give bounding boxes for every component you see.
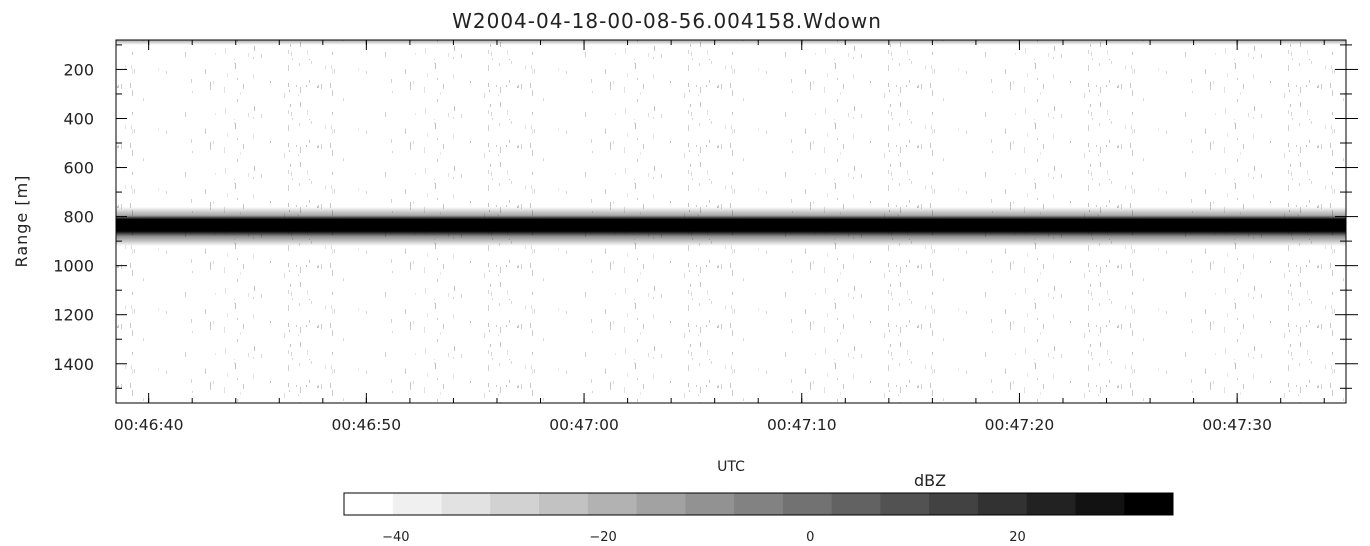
colorbar-frame — [343, 492, 1174, 516]
colorbar-swatch — [831, 493, 881, 515]
colorbar-swatch — [685, 493, 735, 515]
colorbar-swatch — [587, 493, 638, 515]
colorbar-swatch — [1026, 493, 1076, 515]
colorbar: −40 −20 0 20 — [343, 492, 1174, 545]
y-axis: 200 400 600 800 1000 1200 1400 — [53, 44, 1358, 389]
colorbar-swatch — [977, 493, 1028, 515]
colorbar-swatch — [344, 493, 394, 515]
x-tick-label: 00:46:40 — [114, 416, 184, 434]
y-tick-label: 1200 — [53, 306, 94, 325]
colorbar-swatch — [441, 493, 491, 515]
x-tick-label: 00:46:50 — [332, 416, 402, 434]
plot-area — [115, 39, 1347, 404]
colorbar-swatch — [782, 493, 833, 515]
x-tick-label: 00:47:10 — [767, 416, 837, 434]
plot-frame — [115, 39, 1347, 404]
echo-layer — [116, 206, 1346, 247]
colorbar-swatch — [734, 493, 784, 515]
colorbar-tick-label: −20 — [589, 530, 616, 545]
colorbar-tick-label: 0 — [806, 530, 814, 545]
chart-title: W2004-04-18-00-08-56.004158.Wdown — [452, 9, 882, 33]
y-tick-label: 200 — [63, 60, 94, 79]
top-band — [116, 40, 1346, 45]
y-tick-label: 800 — [63, 208, 94, 227]
x-axis: 00:46:40 00:46:50 00:47:00 00:47:10 00:47:20… — [114, 40, 1325, 434]
colorbar-swatch — [1124, 493, 1174, 515]
y-tick-label: 1000 — [53, 257, 94, 276]
y-tick-label: 400 — [63, 109, 94, 128]
x-axis-label: UTC — [717, 459, 745, 475]
colorbar-swatch — [880, 493, 930, 515]
colorbar-label: dBZ — [914, 471, 946, 490]
colorbar-swatch — [1075, 493, 1125, 515]
colorbar-swatch — [636, 493, 686, 515]
x-tick-label: 00:47:00 — [549, 416, 619, 434]
y-axis-label: Range [m] — [12, 175, 31, 268]
colorbar-tick-label: 20 — [1009, 530, 1026, 545]
x-tick-label: 00:47:20 — [985, 416, 1055, 434]
colorbar-swatch — [490, 493, 540, 515]
colorbar-swatch — [929, 493, 979, 515]
colorbar-swatch — [539, 493, 589, 515]
y-tick-label: 600 — [63, 159, 94, 178]
colorbar-tick-label: −40 — [382, 530, 409, 545]
x-tick-label: 00:47:30 — [1202, 416, 1272, 434]
y-tick-label: 1400 — [53, 355, 94, 374]
colorbar-swatch — [392, 493, 443, 515]
